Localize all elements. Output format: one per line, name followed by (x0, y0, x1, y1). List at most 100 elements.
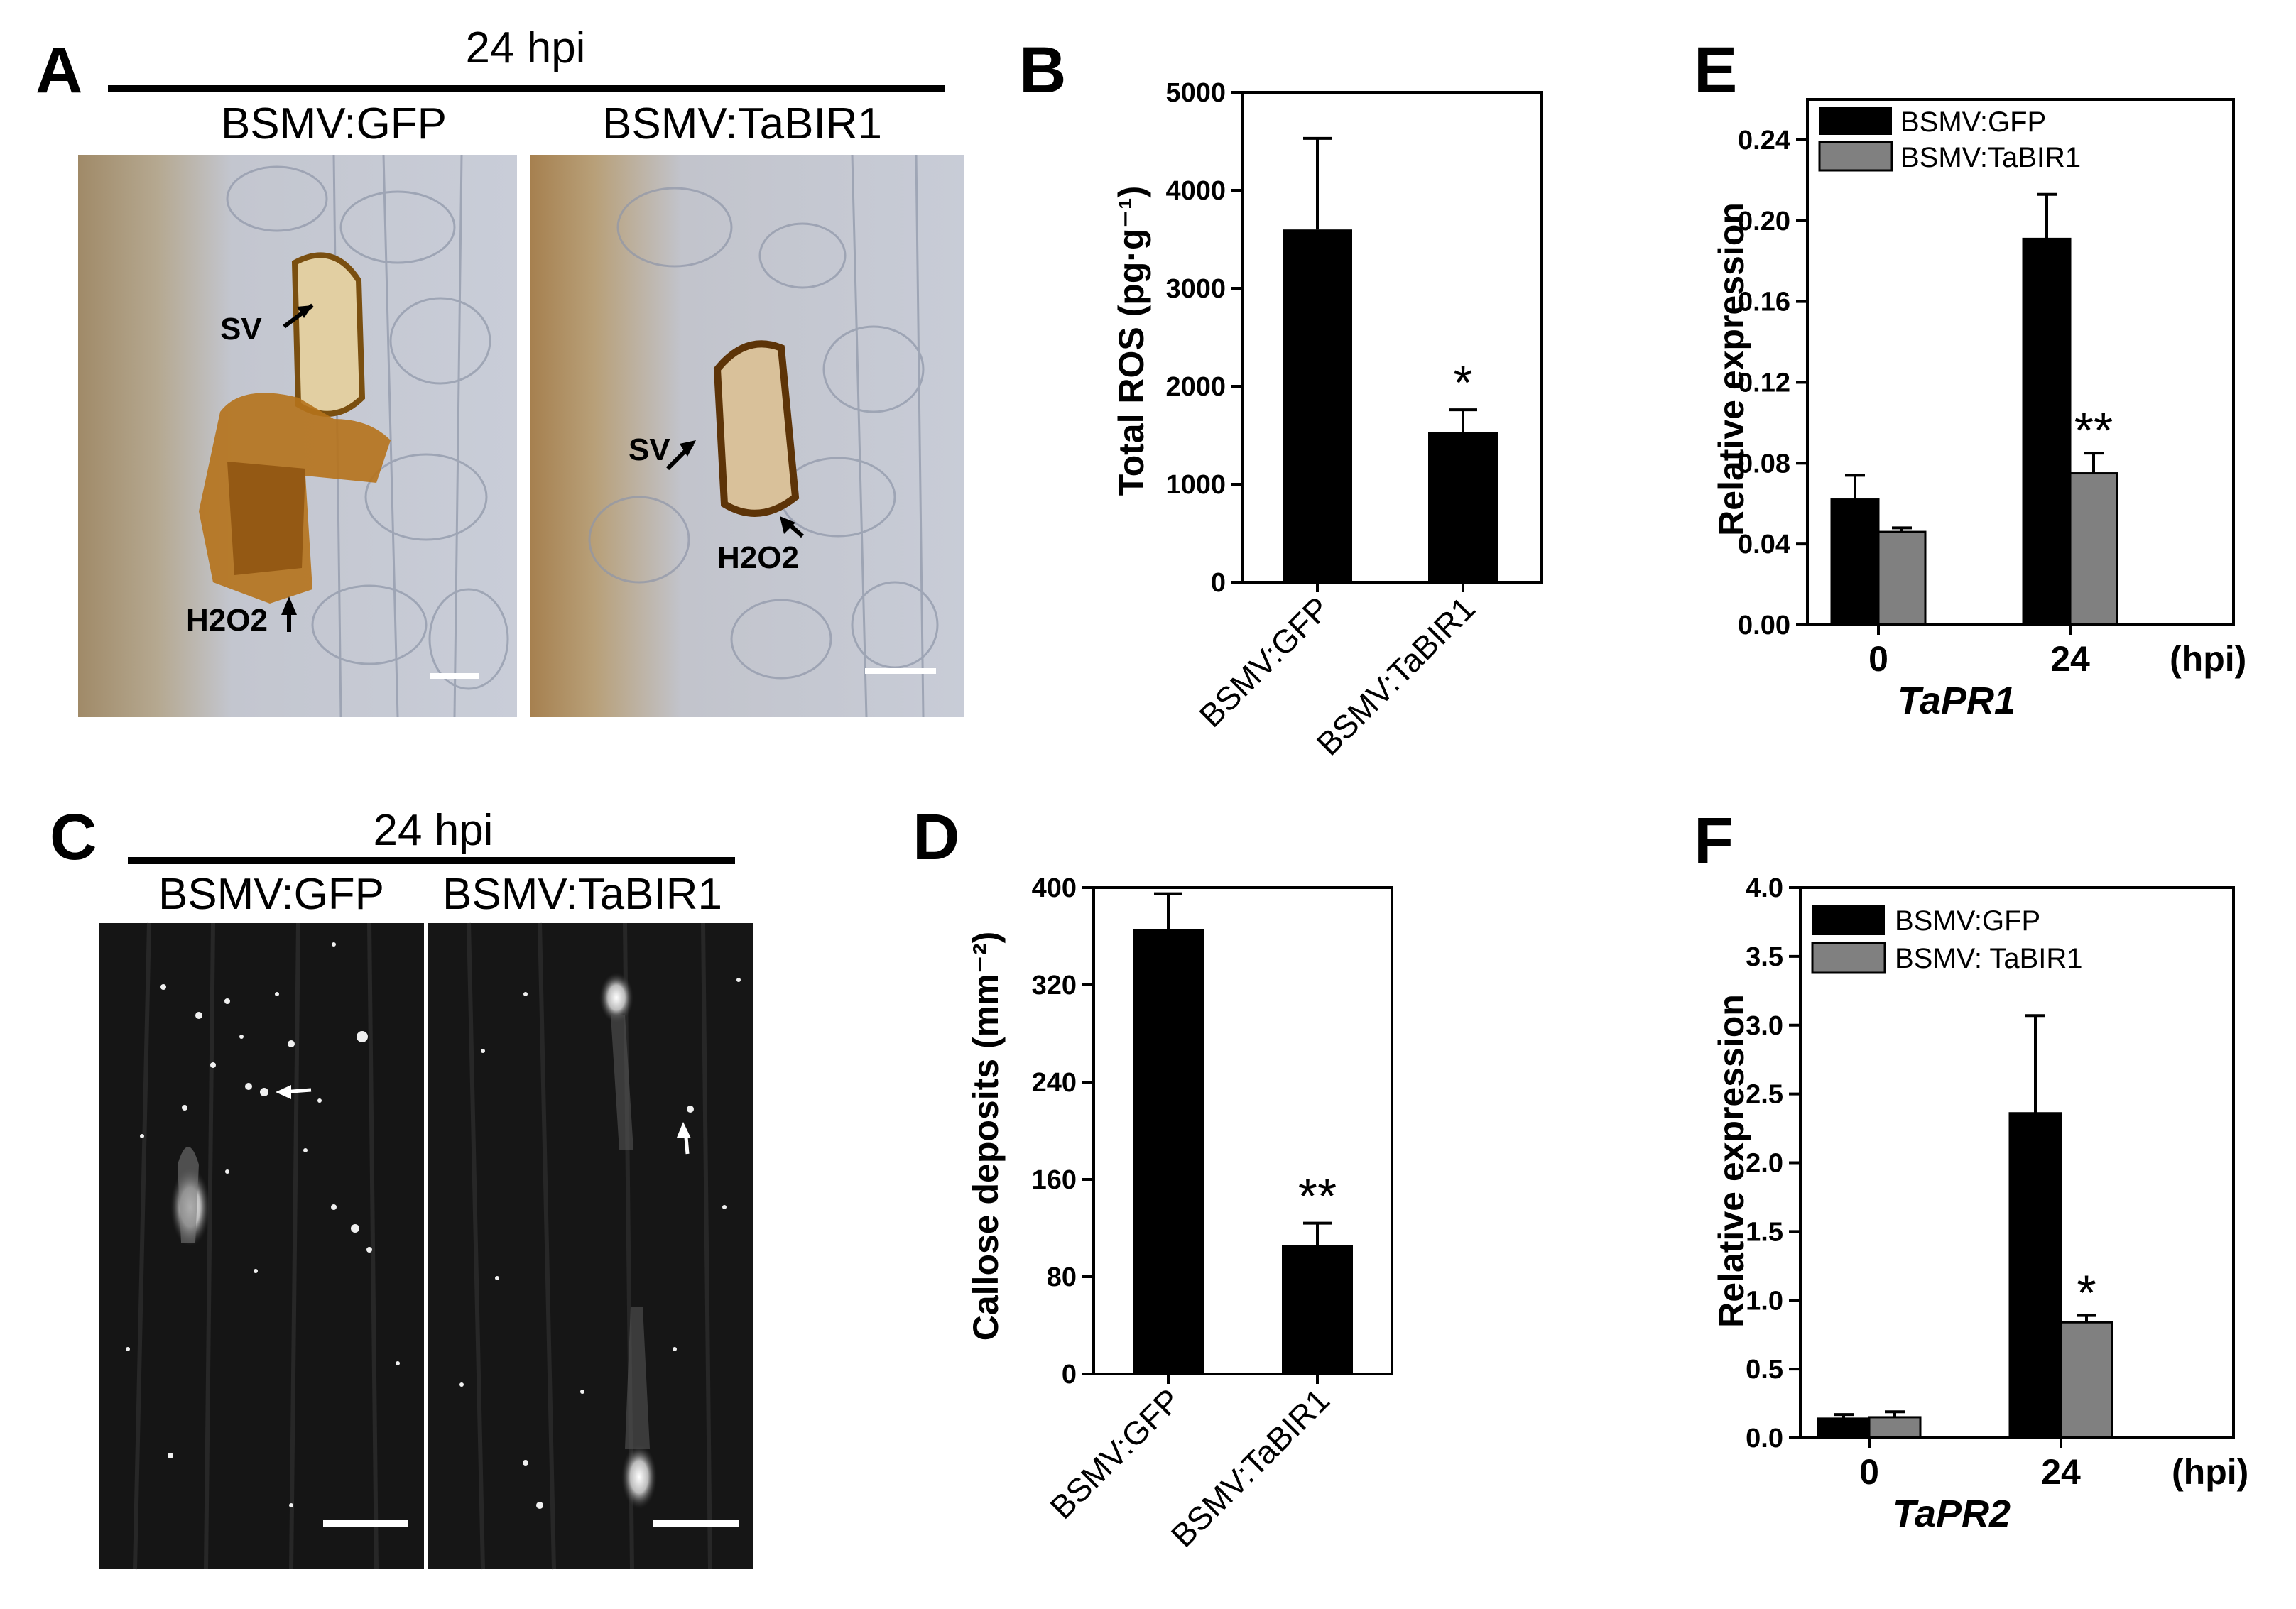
micrograph-a-gfp: SV H2O2 (78, 154, 517, 718)
chart-b-ytick-label-3: 3000 (1165, 274, 1226, 304)
chart-f-bar-0-0 (1817, 1417, 1871, 1439)
chart-e-gene: TaPR1 (1898, 680, 2015, 722)
chart-d-xtick-label-1: BSMV:TaBIR1 (1164, 1381, 1337, 1554)
chart-f-ytick-label-5: 2.5 (1746, 1080, 1783, 1110)
panel-c-left-label: BSMV:GFP (158, 870, 384, 919)
chart-b-frame (1241, 91, 1543, 584)
legend-f-label-gfp: BSMV:GFP (1895, 905, 2040, 937)
chart-e-bar-0-1 (1877, 530, 1927, 626)
panel-a-h2o2-left: H2O2 (186, 603, 268, 638)
chart-e-plot: 0.00 0.04 0.08 0.12 0.16 0.20 0.24 ** 0 24 (hpi)… (1738, 98, 2246, 679)
chart-e-xtick-label-0: 0 (1868, 639, 1888, 679)
chart-f: F Relative expression 0.0 0.5 1.0 1.5 2.0 2.5… (1694, 804, 2248, 1535)
chart-f-ytick-label-0: 0.0 (1746, 1424, 1783, 1453)
chart-f-plot: 0.0 0.5 1.0 1.5 2.0 2.5 3.0 3.5 4.0 * 0 24 (hpi) B… (1746, 873, 2248, 1492)
chart-b-ylabel: Total ROS (pg·g⁻¹) (1111, 186, 1151, 496)
chart-f-significance-1: * (2077, 1265, 2096, 1321)
chart-f-bar-1-0 (2008, 1112, 2062, 1439)
panel-f-letter: F (1694, 804, 1734, 877)
chart-f-legend: BSMV:GFP BSMV: TaBIR1 (1811, 905, 2083, 974)
chart-b-significance-1: * (1453, 355, 1472, 410)
chart-e-ytick-label-6: 0.24 (1738, 126, 1790, 156)
chart-d-ytick-label-0: 0 (1062, 1360, 1077, 1390)
chart-e-xtick-label-1: 24 (2050, 639, 2090, 679)
panel-a: A 24 hpi BSMV:GFP BSMV:TaBIR1 SV H2O2 (36, 23, 964, 718)
chart-f-ytick-label-2: 1.0 (1746, 1286, 1783, 1316)
chart-b-ytick-label-1: 1000 (1165, 470, 1226, 500)
chart-d: D Callose deposits (mm⁻²) 0 80 160 240 320 40… (913, 801, 1393, 1554)
panel-c-right-label: BSMV:TaBIR1 (442, 870, 722, 919)
panel-b-letter: B (1019, 34, 1066, 107)
chart-f-xtick-label-1: 24 (2041, 1452, 2081, 1492)
chart-d-bar-1 (1282, 1245, 1353, 1374)
chart-e-bar-1-0 (2022, 237, 2072, 626)
chart-f-frame (1799, 886, 2235, 1439)
chart-d-xtick-label-0: BSMV:GFP (1043, 1381, 1187, 1526)
panel-c-letter: C (50, 801, 97, 873)
panel-a-sv-left: SV (220, 312, 262, 347)
chart-d-ylabel: Callose deposits (mm⁻²) (966, 932, 1006, 1341)
chart-e-ytick-label-0: 0.00 (1738, 611, 1790, 640)
panel-a-letter: A (36, 34, 82, 107)
chart-d-ytick-label-2: 160 (1032, 1165, 1077, 1195)
chart-d-ytick-label-4: 320 (1032, 971, 1077, 1000)
chart-b-ytick-label-2: 2000 (1165, 372, 1226, 402)
chart-d-ytick-label-1: 80 (1047, 1262, 1077, 1292)
chart-f-gene: TaPR2 (1893, 1493, 2011, 1535)
panel-c-header: 24 hpi (374, 806, 494, 855)
fluorescence-c-gfp (99, 922, 424, 1570)
legend-f-swatch-tabir1 (1811, 942, 1886, 974)
chart-b-ytick-label-0: 0 (1211, 568, 1226, 598)
chart-f-ytick-label-1: 0.5 (1746, 1355, 1783, 1385)
panel-e-letter: E (1694, 34, 1737, 107)
chart-b-bar-1 (1428, 432, 1498, 582)
chart-f-x-unit: (hpi) (2172, 1452, 2248, 1492)
chart-b: B Total ROS (pg·g⁻¹) 0 1000 2000 3000 4000 50… (1019, 34, 1543, 763)
chart-e-ytick-label-3: 0.12 (1738, 368, 1790, 398)
chart-e-ytick-label-5: 0.20 (1738, 207, 1790, 236)
chart-e-ytick-label-4: 0.16 (1738, 288, 1790, 317)
chart-e-ytick-label-1: 0.04 (1738, 530, 1790, 560)
chart-f-ytick-label-4: 2.0 (1746, 1149, 1783, 1179)
legend-f-label-tabir1: BSMV: TaBIR1 (1895, 943, 2083, 974)
legend-e-swatch-gfp (1819, 107, 1892, 135)
chart-b-ytick-label-5: 5000 (1165, 78, 1226, 108)
fluorescence-c-tabir1 (428, 922, 753, 1570)
chart-d-ytick-label-5: 400 (1032, 873, 1077, 903)
chart-f-ytick-label-3: 1.5 (1746, 1217, 1783, 1247)
panel-a-sv-right: SV (629, 432, 670, 467)
panel-a-header: 24 hpi (466, 23, 586, 72)
chart-e-bar-0-0 (1830, 498, 1880, 626)
chart-f-xtick-label-0: 0 (1859, 1452, 1879, 1492)
panel-a-left-label: BSMV:GFP (221, 99, 447, 148)
chart-d-significance-1: ** (1298, 1169, 1337, 1224)
legend-e-label-gfp: BSMV:GFP (1900, 107, 2046, 138)
panel-a-right-label: BSMV:TaBIR1 (602, 99, 882, 148)
chart-b-ytick-label-4: 4000 (1165, 176, 1226, 206)
chart-f-ytick-label-7: 3.5 (1746, 942, 1783, 972)
chart-f-ytick-label-8: 4.0 (1746, 873, 1783, 903)
chart-e-ytick-label-2: 0.08 (1738, 449, 1790, 479)
chart-d-bar-0 (1133, 929, 1204, 1374)
chart-d-frame (1092, 886, 1393, 1375)
chart-f-bar-1-1 (2060, 1321, 2113, 1439)
chart-f-ytick-label-6: 3.0 (1746, 1011, 1783, 1041)
chart-e: E Relative expression 0.000.040.080.120.… (1694, 34, 2246, 722)
chart-e-frame (1806, 98, 2235, 626)
legend-e-swatch-tabir1 (1818, 141, 1893, 172)
chart-b-bar-0 (1283, 229, 1352, 582)
chart-e-bar-1-1 (2069, 472, 2118, 626)
chart-b-xtick-label-0: BSMV:GFP (1192, 589, 1337, 734)
chart-d-ytick-label-3: 240 (1032, 1068, 1077, 1098)
legend-e-label-tabir1: BSMV:TaBIR1 (1900, 142, 2081, 173)
chart-e-significance-1: ** (2074, 403, 2113, 458)
panel-c: C 24 hpi BSMV:GFP BSMV:TaBIR1 (50, 801, 753, 1570)
chart-e-ylabel: Relative expression (1712, 202, 1751, 536)
chart-e-x-unit: (hpi) (2170, 639, 2246, 679)
legend-f-swatch-gfp (1812, 905, 1885, 935)
micrograph-a-tabir1: SV H2O2 (530, 154, 964, 718)
chart-f-bar-0-1 (1868, 1416, 1922, 1439)
